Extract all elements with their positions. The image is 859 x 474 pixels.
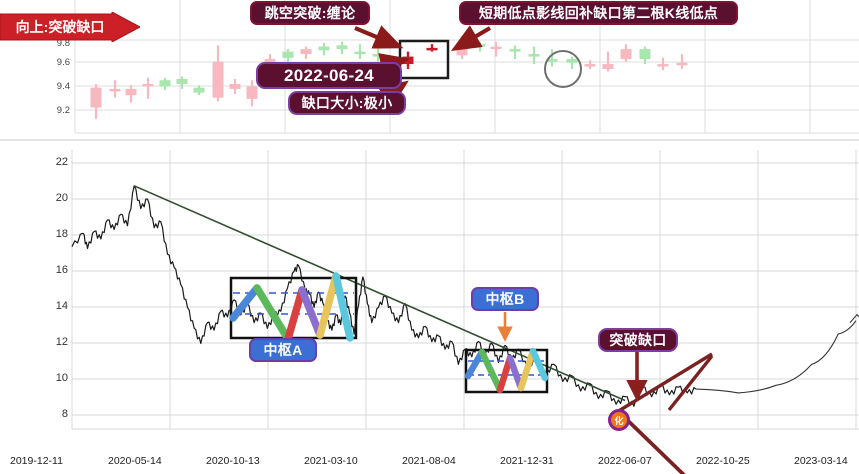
bottom-line-chart-panel: 化 中枢A 中枢B 突破缺口 22 20 18 16 14 12 10 8 20… (0, 142, 859, 474)
bottom-panel-grid (0, 142, 859, 474)
hub-a-segments (229, 272, 354, 343)
callout-gap-breakout[interactable]: 跳空突破:缠论 (250, 1, 370, 25)
bottom-x-tick-1: 2020-05-14 (108, 455, 162, 467)
banner-label: 向上:突破缺口 (15, 19, 105, 35)
bottom-x-tick-7: 2022-10-25 (696, 455, 750, 467)
bottom-x-tick-2: 2020-10-13 (206, 455, 260, 467)
banner-arrow-shape (0, 11, 142, 43)
bottom-y-tick-5: 12 (55, 336, 68, 348)
pivot-marker[interactable]: 化 (608, 409, 630, 431)
callout-hub-a[interactable]: 中枢A (249, 338, 317, 362)
hub-b-segments (464, 347, 549, 394)
bottom-x-tick-8: 2023-03-14 (794, 455, 848, 467)
callout-gap-date[interactable]: 2022-06-24 (256, 62, 402, 89)
bottom-x-tick-5: 2021-12-31 (500, 455, 554, 467)
direction-banner[interactable]: 向上:突破缺口 (0, 11, 142, 43)
top-y-tick-0: 9.8 (56, 38, 70, 49)
top-y-tick-3: 9.2 (56, 105, 70, 116)
hub-structures (229, 272, 549, 394)
bottom-y-tick-3: 16 (55, 264, 68, 276)
price-line-series (71, 185, 859, 407)
top-y-tick-1: 9.6 (56, 57, 70, 68)
bottom-y-tick-4: 14 (55, 300, 68, 312)
callout-low-shadow[interactable]: 短期低点影线回补缺口第二根K线低点 (459, 1, 738, 25)
bottom-y-tick-0: 22 (55, 156, 68, 168)
bottom-y-tick-6: 10 (55, 372, 68, 384)
top-candlestick-panel: 9.8 9.6 9.4 9.2 跳空突破:缠论 2022-06-24 缺口大小:… (0, 0, 859, 142)
callout-gap-size[interactable]: 缺口大小:极小 (288, 91, 406, 115)
bottom-y-tick-1: 20 (55, 192, 68, 204)
low-shadow-circle-marker (544, 50, 582, 88)
bottom-y-tick-2: 18 (55, 228, 68, 240)
callout-hub-b[interactable]: 中枢B (471, 287, 539, 311)
bottom-x-tick-6: 2022-06-07 (598, 455, 652, 467)
breakout-wedge (497, 312, 714, 474)
bottom-y-tick-7: 8 (61, 408, 68, 420)
bottom-x-tick-0: 2019-12-11 (10, 455, 63, 467)
bottom-x-tick-3: 2021-03-10 (304, 455, 358, 467)
top-y-tick-2: 9.4 (56, 81, 70, 92)
bottom-x-tick-4: 2021-08-04 (402, 455, 456, 467)
callout-breakout-gap[interactable]: 突破缺口 (598, 328, 678, 352)
